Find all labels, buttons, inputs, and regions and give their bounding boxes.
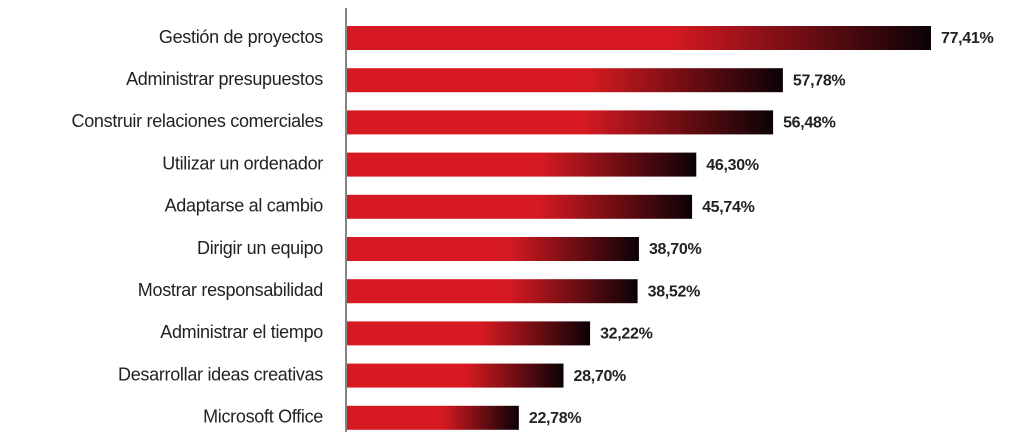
bar [347,26,931,50]
category-label: Administrar presupuestos [126,69,323,89]
category-label: Microsoft Office [203,407,323,427]
value-label: 56,48% [783,115,836,132]
bar [347,321,591,346]
bar [347,237,639,261]
value-label: 32,22% [600,326,653,343]
category-label: Utilizar un ordenador [162,153,323,173]
category-label: Mostrar responsabilidad [138,280,323,300]
value-label: 38,52% [648,283,701,300]
category-label: Dirigir un equipo [197,238,323,258]
value-label: 22,78% [529,410,582,427]
bar [347,279,638,304]
value-label: 57,78% [793,72,846,89]
bar [347,194,693,219]
bar [347,68,783,93]
bar [347,152,697,177]
value-label: 46,30% [706,157,759,174]
category-label: Desarrollar ideas creativas [118,364,323,384]
value-label: 45,74% [702,199,755,216]
bar [347,110,774,135]
category-label: Construir relaciones comerciales [72,111,324,131]
value-label: 38,70% [649,241,702,258]
value-label: 28,70% [574,368,627,385]
category-label: Adaptarse al cambio [165,196,324,216]
category-label: Gestión de proyectos [159,27,323,47]
bar [347,363,564,388]
value-label: 77,41% [941,30,994,47]
bar [347,405,519,430]
category-label: Administrar el tiempo [160,322,323,342]
